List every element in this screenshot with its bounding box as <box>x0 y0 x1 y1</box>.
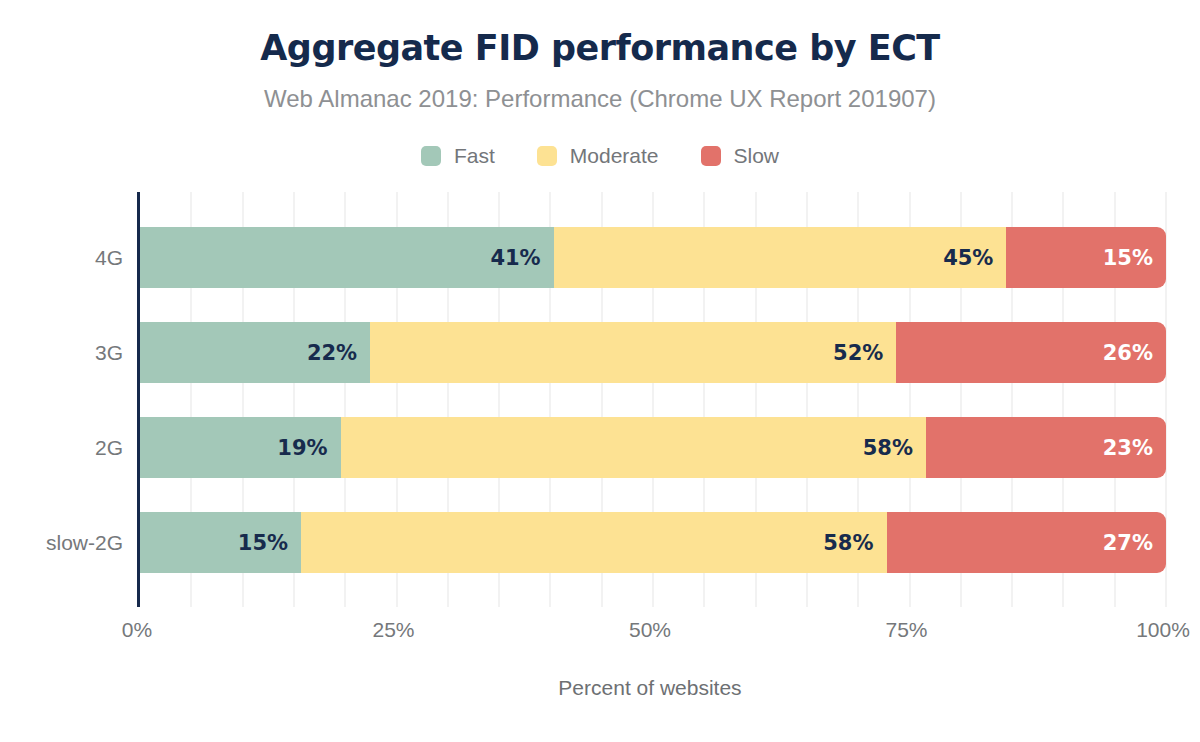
bar-row-2G: 19% 58% 23% <box>140 417 1166 478</box>
bar-row-slow-2G: 15% 58% 27% <box>140 512 1166 573</box>
bar-value-label: 58% <box>823 531 873 555</box>
bar-value-label: 19% <box>277 436 327 460</box>
x-tick-label: 50% <box>629 618 671 642</box>
bar-segment-moderate: 52% <box>370 322 896 383</box>
x-tick-label: 0% <box>122 618 152 642</box>
bar-value-label: 15% <box>1103 246 1153 270</box>
category-label-3G: 3G <box>0 322 123 383</box>
bar-value-label: 58% <box>863 436 913 460</box>
bar-value-label: 26% <box>1103 341 1153 365</box>
category-label-slow-2G: slow-2G <box>0 512 123 573</box>
legend-label: Slow <box>734 144 780 168</box>
legend-swatch-icon <box>701 146 721 166</box>
bar-value-label: 45% <box>943 246 993 270</box>
bar-row-4G: 41% 45% 15% <box>140 227 1166 288</box>
bar-segment-slow: 23% <box>926 417 1166 478</box>
category-label-4G: 4G <box>0 227 123 288</box>
bar-segment-slow: 15% <box>1006 227 1166 288</box>
plot-area: 41% 45% 15% 22% 52% 26% 19% 58% 23% 15% 58% 27% <box>137 192 1166 607</box>
bar-row-3G: 22% 52% 26% <box>140 322 1166 383</box>
bar-segment-fast: 19% <box>140 417 341 478</box>
bar-segment-fast: 22% <box>140 322 370 383</box>
bar-value-label: 15% <box>238 531 288 555</box>
x-tick-label: 25% <box>372 618 414 642</box>
bar-value-label: 52% <box>833 341 883 365</box>
chart-subtitle: Web Almanac 2019: Performance (Chrome UX… <box>0 85 1200 113</box>
legend: Fast Moderate Slow <box>0 144 1200 168</box>
x-axis-label: Percent of websites <box>137 676 1163 700</box>
bar-segment-slow: 26% <box>896 322 1166 383</box>
bar-value-label: 27% <box>1103 531 1153 555</box>
bar-value-label: 41% <box>490 246 540 270</box>
bar-segment-moderate: 45% <box>554 227 1007 288</box>
x-tick-label: 75% <box>885 618 927 642</box>
legend-item-slow: Slow <box>701 144 780 168</box>
bar-segment-slow: 27% <box>887 512 1166 573</box>
legend-label: Moderate <box>570 144 659 168</box>
category-label-2G: 2G <box>0 417 123 478</box>
bar-value-label: 22% <box>307 341 357 365</box>
legend-swatch-icon <box>537 146 557 166</box>
legend-item-moderate: Moderate <box>537 144 659 168</box>
bar-segment-fast: 41% <box>140 227 554 288</box>
chart-title: Aggregate FID performance by ECT <box>0 28 1200 68</box>
bar-value-label: 23% <box>1103 436 1153 460</box>
bar-segment-moderate: 58% <box>341 417 926 478</box>
legend-label: Fast <box>454 144 495 168</box>
bar-segment-fast: 15% <box>140 512 301 573</box>
x-tick-label: 100% <box>1136 618 1190 642</box>
bar-segment-moderate: 58% <box>301 512 886 573</box>
legend-swatch-icon <box>421 146 441 166</box>
legend-item-fast: Fast <box>421 144 495 168</box>
